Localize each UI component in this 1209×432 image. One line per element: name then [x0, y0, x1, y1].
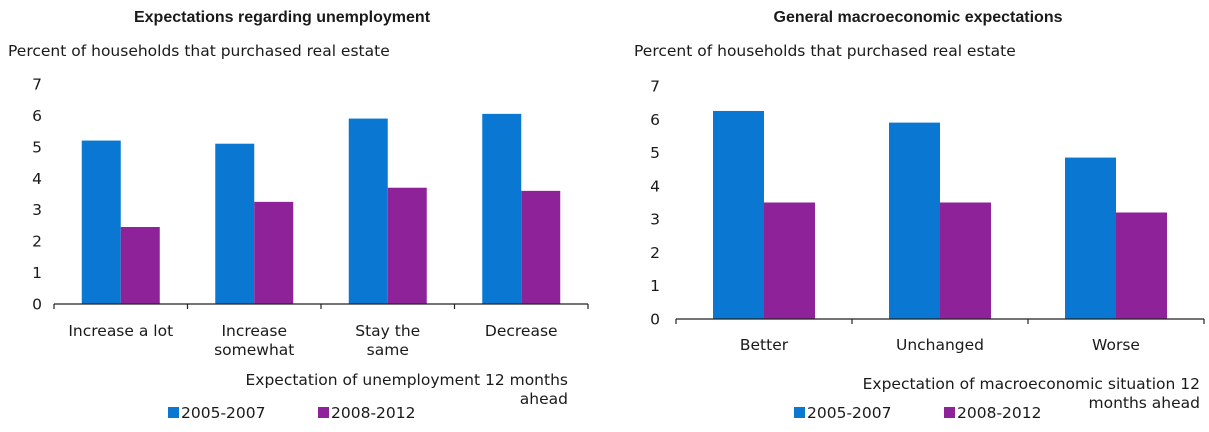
chart-unemployment-expectations: Expectations regarding unemployment Perce… — [8, 9, 589, 422]
x-category-label: Worse — [1092, 336, 1140, 354]
bar-2008-2012 — [1116, 212, 1167, 319]
x-category-label: Better — [740, 336, 789, 354]
legend-label: 2005-2007 — [807, 404, 892, 422]
y-tick-label: 5 — [650, 144, 660, 162]
x-category-label: same — [367, 341, 409, 359]
y-tick-label: 7 — [32, 76, 42, 94]
bar-2005-2007 — [215, 143, 255, 304]
chart-title: Expectations regarding unemployment — [134, 9, 431, 26]
legend-label: 2008-2012 — [957, 404, 1042, 422]
y-tick-label: 5 — [32, 138, 42, 156]
x-category-label: Decrease — [485, 322, 558, 340]
bar-2008-2012 — [120, 227, 160, 304]
y-tick-label: 2 — [650, 244, 660, 262]
y-tick-label: 3 — [650, 211, 660, 229]
bar-2008-2012 — [940, 202, 991, 319]
chart-macroeconomic-expectations: General macroeconomic expectations Percen… — [634, 9, 1205, 422]
x-axis-title: months ahead — [1088, 394, 1200, 412]
chart-title: General macroeconomic expectations — [774, 9, 1063, 26]
legend-label: 2005-2007 — [181, 404, 266, 422]
x-category-label: Unchanged — [896, 336, 984, 354]
x-category-label: somewhat — [214, 341, 294, 359]
y-axis-units-label: Percent of households that purchased rea… — [634, 42, 1016, 60]
x-axis-title: ahead — [520, 390, 568, 408]
legend-swatch-2005-2007 — [168, 407, 179, 418]
bar-2005-2007 — [1065, 157, 1116, 319]
y-tick-label: 0 — [32, 296, 42, 314]
y-tick-label: 3 — [32, 201, 42, 219]
x-axis-title: Expectation of macroeconomic situation 1… — [863, 375, 1200, 393]
y-tick-label: 0 — [650, 311, 660, 329]
x-axis-title: Expectation of unemployment 12 months — [245, 371, 568, 389]
y-tick-label: 2 — [32, 233, 42, 251]
legend-swatch-2005-2007 — [794, 407, 805, 418]
y-tick-label: 1 — [32, 264, 42, 282]
bar-2008-2012 — [254, 201, 294, 304]
y-axis-units-label: Percent of households that purchased rea… — [8, 42, 390, 60]
legend-swatch-2008-2012 — [944, 407, 955, 418]
bar-2008-2012 — [764, 202, 815, 319]
y-tick-label: 6 — [32, 107, 42, 125]
bar-2005-2007 — [889, 122, 940, 319]
bar-2005-2007 — [482, 113, 522, 304]
y-tick-label: 1 — [650, 277, 660, 295]
bar-2005-2007 — [81, 140, 121, 304]
bar-2008-2012 — [521, 190, 561, 304]
bar-2005-2007 — [713, 110, 764, 319]
x-category-label: Increase — [221, 322, 287, 340]
bar-2008-2012 — [387, 187, 427, 304]
x-category-label: Stay the — [355, 322, 420, 340]
y-tick-label: 7 — [650, 78, 660, 96]
y-tick-label: 4 — [650, 177, 660, 195]
legend-swatch-2008-2012 — [318, 407, 329, 418]
x-category-label: Increase a lot — [68, 322, 173, 340]
legend-label: 2008-2012 — [331, 404, 416, 422]
y-tick-label: 6 — [650, 111, 660, 129]
y-tick-label: 4 — [32, 170, 42, 188]
bar-2005-2007 — [348, 118, 388, 304]
